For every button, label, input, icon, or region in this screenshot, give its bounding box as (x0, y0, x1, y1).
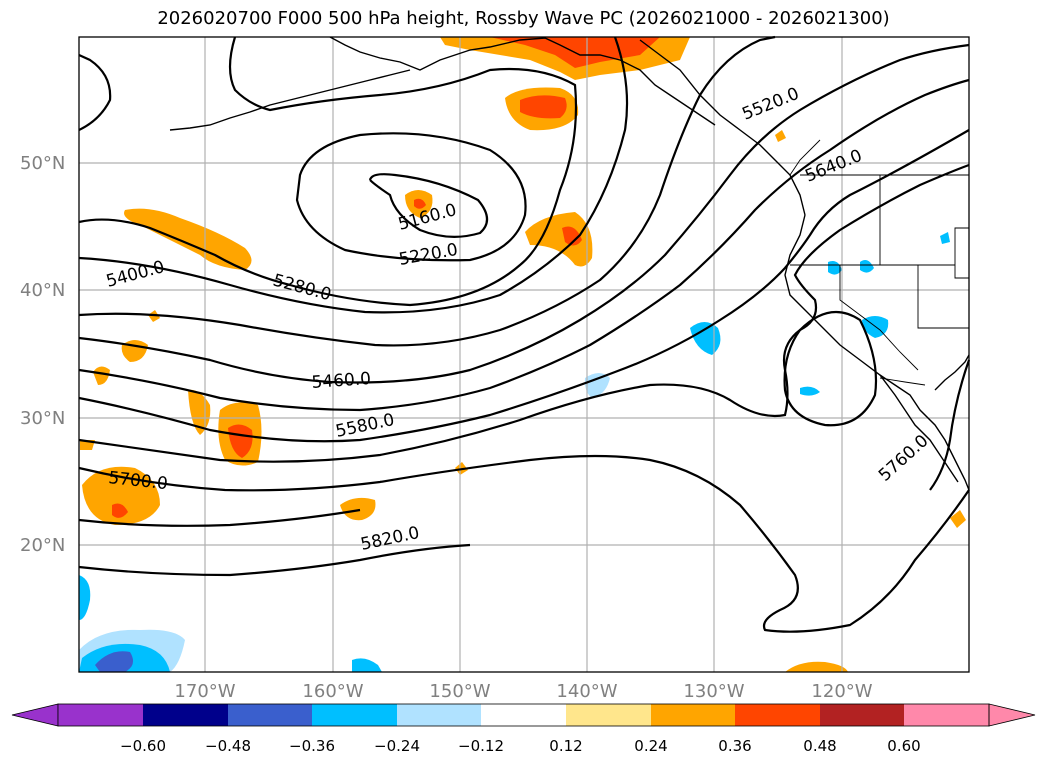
colorbar-bin-10 (820, 704, 904, 726)
mexico-mainland (934, 354, 970, 391)
negative-anomaly-ca3 (860, 260, 874, 273)
alaska-coast (329, 36, 716, 126)
contour-5760 (78, 508, 361, 527)
map-area: 5520.0 5640.0 5160.0 5220.0 5400.0 5280.… (78, 35, 971, 673)
positive-anomaly-gulf-core (520, 95, 567, 119)
cb-tick-7: 0.24 (634, 737, 667, 755)
bc-border (789, 139, 821, 176)
positive-anomaly-dateline-core (228, 424, 253, 458)
contour-5160 (368, 173, 489, 238)
cb-tick-8: 0.36 (718, 737, 751, 755)
colorbar-bin-11 (904, 704, 989, 726)
contour-5580 (78, 129, 970, 443)
cb-tick-5: −0.12 (458, 737, 504, 755)
colorbar-bin-7 (566, 704, 651, 726)
lon-label-160w: 160°W (302, 681, 363, 702)
positive-anomaly-bottom (785, 661, 848, 672)
baja (879, 374, 959, 483)
lat-label-40n: 40°N (20, 280, 65, 301)
cb-tick-4: −0.24 (374, 737, 420, 755)
map-frame (78, 36, 970, 673)
positive-anomaly-west (124, 208, 252, 270)
coastlines (169, 36, 970, 491)
contour-5460 (78, 43, 970, 384)
contour-5760-east (929, 359, 971, 491)
state-border-3 (917, 265, 969, 329)
contour-5280-a (78, 53, 112, 131)
lon-label-170w: 170°W (174, 681, 235, 702)
cb-tick-10: 0.60 (887, 737, 920, 755)
contour-5820 (78, 543, 471, 577)
colorbar-extend-max (988, 703, 1036, 727)
lat-label-20n: 20°N (20, 535, 65, 556)
colorbar-bin-5 (397, 704, 481, 726)
positive-anomaly-small-core (414, 198, 426, 209)
lon-label-140w: 140°W (556, 681, 617, 702)
negative-anomaly-bottom-left-core (95, 651, 134, 672)
us-mexico-border (879, 377, 926, 386)
contour-5220 (295, 132, 527, 262)
negative-anomaly-ca2 (828, 261, 842, 275)
cb-tick-9: 0.48 (803, 737, 836, 755)
cb-tick-3: −0.36 (289, 737, 335, 755)
positive-anomaly-sw-core (112, 503, 128, 518)
ca-nv-border (839, 265, 919, 371)
contour-5280 (78, 36, 578, 307)
negative-anomaly-sw-edge (79, 575, 91, 620)
positive-anomaly-s (340, 497, 376, 521)
contour-5340 (78, 36, 629, 314)
colorbar-frame (57, 703, 990, 727)
contour-5700 (78, 454, 970, 633)
colorbar-bin-8 (651, 704, 735, 726)
lon-label-150w: 150°W (429, 681, 490, 702)
negative-anomaly-ca5 (940, 232, 950, 244)
aleutians (169, 69, 411, 131)
negative-anomaly-ca4 (800, 386, 820, 396)
figure-title: 2026020700 F000 500 hPa height, Rossby W… (157, 8, 890, 29)
positive-anomaly-mid (525, 212, 593, 267)
cb-tick-1: −0.60 (120, 737, 166, 755)
colorbar: −0.60 −0.48 −0.36 −0.24 −0.12 0.12 0.24 … (11, 703, 1036, 755)
negative-anomaly-ne-pacific-light (584, 373, 610, 398)
positive-anomaly-small5 (950, 510, 966, 528)
positive-anomaly-small3 (93, 366, 110, 385)
colorbar-bin-2 (143, 704, 228, 726)
negative-anomaly-bottom-mid (352, 658, 382, 672)
negative-anomaly-ne-pacific (690, 322, 721, 355)
positive-anomaly-mid-core (562, 226, 582, 246)
contour-5520 (78, 78, 970, 412)
colorbar-bin-6 (481, 704, 566, 726)
lon-label-120w: 120°W (811, 681, 872, 702)
colorbar-bin-4 (312, 704, 397, 726)
colorbar-extend-min (11, 703, 59, 727)
cb-tick-2: −0.48 (205, 737, 251, 755)
contour-5640-loop (783, 310, 878, 427)
cb-tick-6: 0.12 (549, 737, 582, 755)
contour-5400 (78, 35, 776, 347)
contour-label-5460: 5460.0 (311, 369, 372, 393)
contour-5640 (78, 163, 970, 463)
longitude-labels: 170°W 160°W 150°W 140°W 130°W 120°W (174, 681, 872, 702)
colorbar-bin-3 (228, 704, 312, 726)
lat-label-50n: 50°N (20, 153, 65, 174)
lon-label-130w: 130°W (683, 681, 744, 702)
colorbar-bin-1 (58, 704, 143, 726)
shaded-anomalies (79, 37, 966, 672)
bc-coast (639, 39, 806, 216)
colorbar-ticks: −0.60 −0.48 −0.36 −0.24 −0.12 0.12 0.24 … (120, 737, 921, 755)
latitude-labels: 50°N 40°N 30°N 20°N (20, 153, 65, 556)
height-contours (78, 35, 971, 633)
lat-label-30n: 30°N (20, 408, 65, 429)
colorbar-bin-9 (735, 704, 820, 726)
positive-anomaly-tiny3 (775, 130, 786, 142)
west-coast-us (784, 214, 970, 491)
